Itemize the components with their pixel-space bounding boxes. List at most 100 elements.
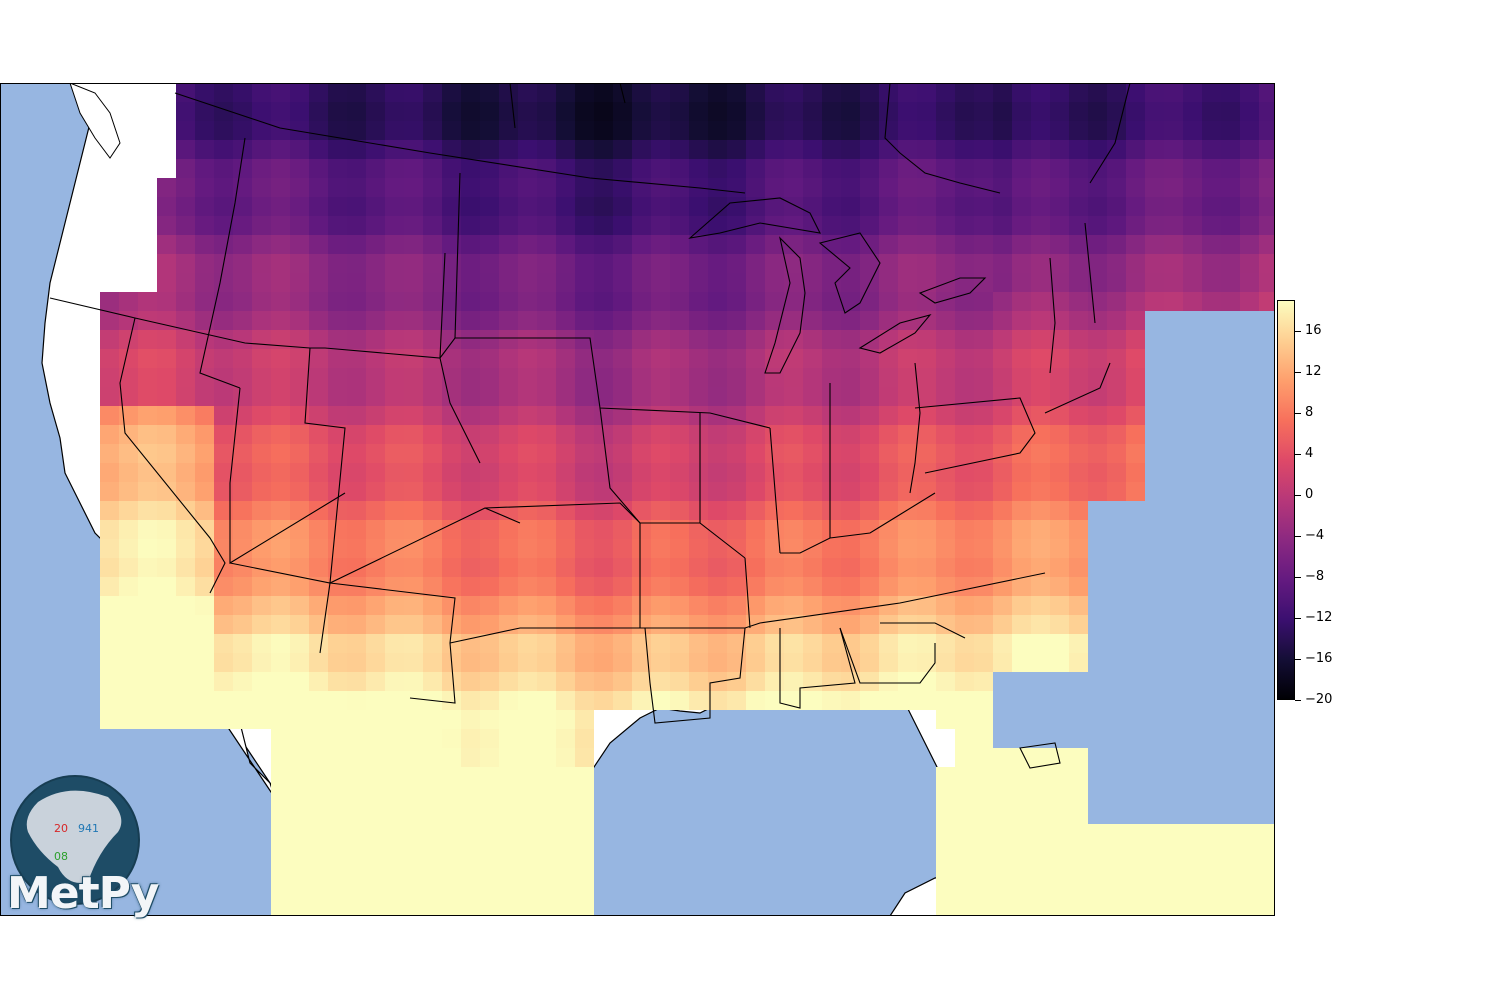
grid-cell [955, 140, 974, 159]
grid-cell [442, 805, 461, 824]
grid-cell [1050, 577, 1069, 596]
grid-cell [784, 349, 803, 368]
grid-cell [233, 710, 252, 729]
grid-cell [499, 273, 518, 292]
grid-cell [784, 102, 803, 121]
grid-cell [176, 235, 195, 254]
grid-cell [803, 292, 822, 311]
grid-cell [1031, 425, 1050, 444]
grid-cell [1069, 824, 1088, 843]
grid-cell [822, 425, 841, 444]
grid-cell [252, 710, 271, 729]
grid-cell [214, 349, 233, 368]
grid-cell [1107, 311, 1126, 330]
grid-cell [917, 216, 936, 235]
grid-cell [689, 235, 708, 254]
grid-cell [784, 235, 803, 254]
grid-cell [461, 786, 480, 805]
grid-cell [822, 615, 841, 634]
grid-cell [1107, 387, 1126, 406]
grid-cell [176, 710, 195, 729]
grid-cell [898, 615, 917, 634]
grid-cell [423, 672, 442, 691]
grid-cell [1164, 121, 1183, 140]
grid-cell [1164, 862, 1183, 881]
grid-cell [309, 311, 328, 330]
grid-cell [1050, 843, 1069, 862]
grid-cell [423, 596, 442, 615]
grid-cell [1088, 444, 1107, 463]
grid-cell [898, 672, 917, 691]
grid-cell [898, 254, 917, 273]
grid-cell [138, 691, 157, 710]
grid-cell [1107, 368, 1126, 387]
grid-cell [556, 216, 575, 235]
grid-cell [1088, 159, 1107, 178]
grid-cell [594, 406, 613, 425]
grid-cell [746, 102, 765, 121]
grid-cell [1069, 463, 1088, 482]
grid-cell [1221, 102, 1240, 121]
grid-cell [1069, 159, 1088, 178]
grid-cell [708, 83, 727, 102]
grid-cell [632, 387, 651, 406]
grid-cell [898, 520, 917, 539]
grid-cell [993, 330, 1012, 349]
grid-cell [385, 406, 404, 425]
grid-cell [537, 235, 556, 254]
grid-cell [366, 748, 385, 767]
grid-cell [1069, 615, 1088, 634]
grid-cell [1069, 900, 1088, 916]
grid-cell [594, 463, 613, 482]
grid-cell [974, 425, 993, 444]
grid-cell [366, 710, 385, 729]
grid-cell [993, 862, 1012, 881]
grid-cell [1088, 216, 1107, 235]
grid-cell [993, 805, 1012, 824]
grid-cell [214, 482, 233, 501]
grid-cell [594, 634, 613, 653]
grid-cell [1031, 311, 1050, 330]
grid-cell [765, 387, 784, 406]
grid-cell [1145, 824, 1164, 843]
grid-cell [917, 672, 936, 691]
grid-cell [537, 311, 556, 330]
grid-cell [879, 216, 898, 235]
grid-cell [499, 387, 518, 406]
grid-cell [784, 425, 803, 444]
grid-cell [803, 501, 822, 520]
grid-cell [328, 368, 347, 387]
grid-cell [347, 900, 366, 916]
grid-cell [423, 444, 442, 463]
grid-cell [480, 235, 499, 254]
grid-cell [518, 748, 537, 767]
grid-cell [841, 463, 860, 482]
colorbar [1277, 300, 1295, 700]
grid-cell [461, 425, 480, 444]
grid-cell [1031, 558, 1050, 577]
grid-cell [271, 83, 290, 102]
grid-cell [518, 539, 537, 558]
grid-cell [537, 881, 556, 900]
grid-cell [841, 178, 860, 197]
grid-cell [499, 463, 518, 482]
grid-cell [689, 634, 708, 653]
grid-cell [119, 501, 138, 520]
grid-cell [1240, 83, 1259, 102]
grid-cell [1126, 843, 1145, 862]
grid-cell [1012, 102, 1031, 121]
grid-cell [176, 558, 195, 577]
grid-cell [233, 83, 252, 102]
grid-cell [252, 178, 271, 197]
grid-cell [138, 710, 157, 729]
grid-cell [100, 558, 119, 577]
grid-cell [803, 197, 822, 216]
grid-cell [252, 368, 271, 387]
grid-cell [100, 653, 119, 672]
grid-cell [480, 102, 499, 121]
grid-cell [423, 406, 442, 425]
grid-cell [727, 444, 746, 463]
grid-cell [556, 881, 575, 900]
grid-cell [1069, 83, 1088, 102]
grid-cell [480, 729, 499, 748]
